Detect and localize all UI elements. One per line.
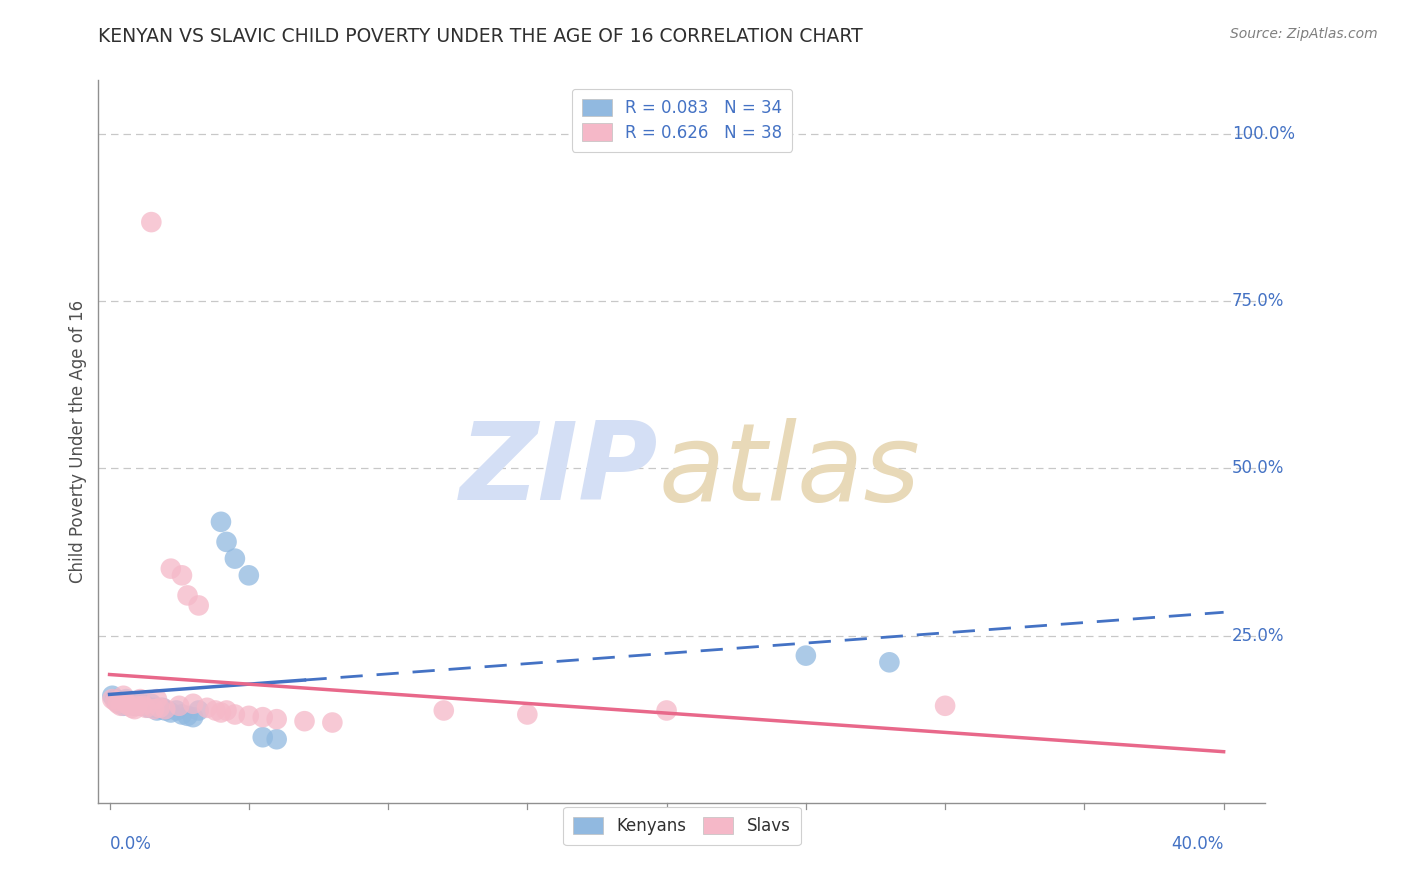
Point [104, 694, 127, 708]
Point [135, 701, 157, 715]
Point [170, 707, 193, 722]
Text: 25.0%: 25.0% [1232, 626, 1285, 645]
Point [132, 697, 155, 711]
Point [101, 689, 124, 703]
Point [794, 648, 817, 663]
Y-axis label: Child Poverty Under the Age of 16: Child Poverty Under the Age of 16 [69, 300, 87, 583]
Point [209, 706, 232, 720]
Point [141, 215, 163, 229]
Point [433, 703, 456, 717]
Point [266, 732, 288, 747]
Point [165, 703, 187, 717]
Point [127, 696, 149, 710]
Point [934, 698, 956, 713]
Point [321, 715, 343, 730]
Point [112, 689, 135, 703]
Point [209, 515, 232, 529]
Point [181, 710, 204, 724]
Point [252, 730, 274, 744]
Legend: Kenyans, Slavs: Kenyans, Slavs [564, 807, 800, 845]
Point [879, 655, 901, 669]
Point [149, 701, 172, 715]
Point [181, 697, 204, 711]
Point [110, 697, 132, 711]
Point [149, 702, 172, 716]
Point [155, 702, 177, 716]
Point [152, 701, 174, 715]
Point [121, 701, 143, 715]
Point [516, 707, 538, 722]
Point [129, 692, 152, 706]
Point [238, 708, 260, 723]
Point [127, 698, 149, 713]
Point [107, 697, 129, 711]
Point [110, 698, 132, 713]
Point [129, 698, 152, 713]
Point [167, 698, 190, 713]
Point [160, 562, 183, 576]
Point [146, 703, 169, 717]
Point [146, 692, 169, 706]
Text: 0.0%: 0.0% [110, 835, 152, 854]
Point [224, 707, 246, 722]
Text: ZIP: ZIP [460, 417, 658, 524]
Point [155, 703, 177, 717]
Point [138, 701, 160, 715]
Point [118, 698, 141, 713]
Point [124, 698, 146, 713]
Point [107, 696, 129, 710]
Point [104, 692, 127, 706]
Point [187, 599, 209, 613]
Point [135, 698, 157, 713]
Point [141, 697, 163, 711]
Point [215, 703, 238, 717]
Point [224, 551, 246, 566]
Point [176, 708, 198, 723]
Point [132, 698, 155, 713]
Point [143, 701, 166, 715]
Point [112, 698, 135, 713]
Point [170, 568, 193, 582]
Point [215, 534, 238, 549]
Point [118, 697, 141, 711]
Text: 50.0%: 50.0% [1232, 459, 1284, 477]
Point [195, 701, 218, 715]
Point [143, 702, 166, 716]
Point [121, 694, 143, 708]
Point [187, 703, 209, 717]
Text: 40.0%: 40.0% [1171, 835, 1223, 854]
Point [238, 568, 260, 582]
Point [266, 712, 288, 726]
Point [294, 714, 316, 728]
Point [115, 697, 138, 711]
Text: 75.0%: 75.0% [1232, 292, 1284, 310]
Point [124, 702, 146, 716]
Point [204, 703, 226, 717]
Point [176, 589, 198, 603]
Point [160, 706, 183, 720]
Point [115, 692, 138, 706]
Text: KENYAN VS SLAVIC CHILD POVERTY UNDER THE AGE OF 16 CORRELATION CHART: KENYAN VS SLAVIC CHILD POVERTY UNDER THE… [98, 27, 863, 45]
Text: 100.0%: 100.0% [1232, 125, 1295, 143]
Text: atlas: atlas [658, 418, 921, 523]
Point [252, 710, 274, 724]
Point [101, 692, 124, 706]
Text: Source: ZipAtlas.com: Source: ZipAtlas.com [1230, 27, 1378, 41]
Point [655, 703, 678, 717]
